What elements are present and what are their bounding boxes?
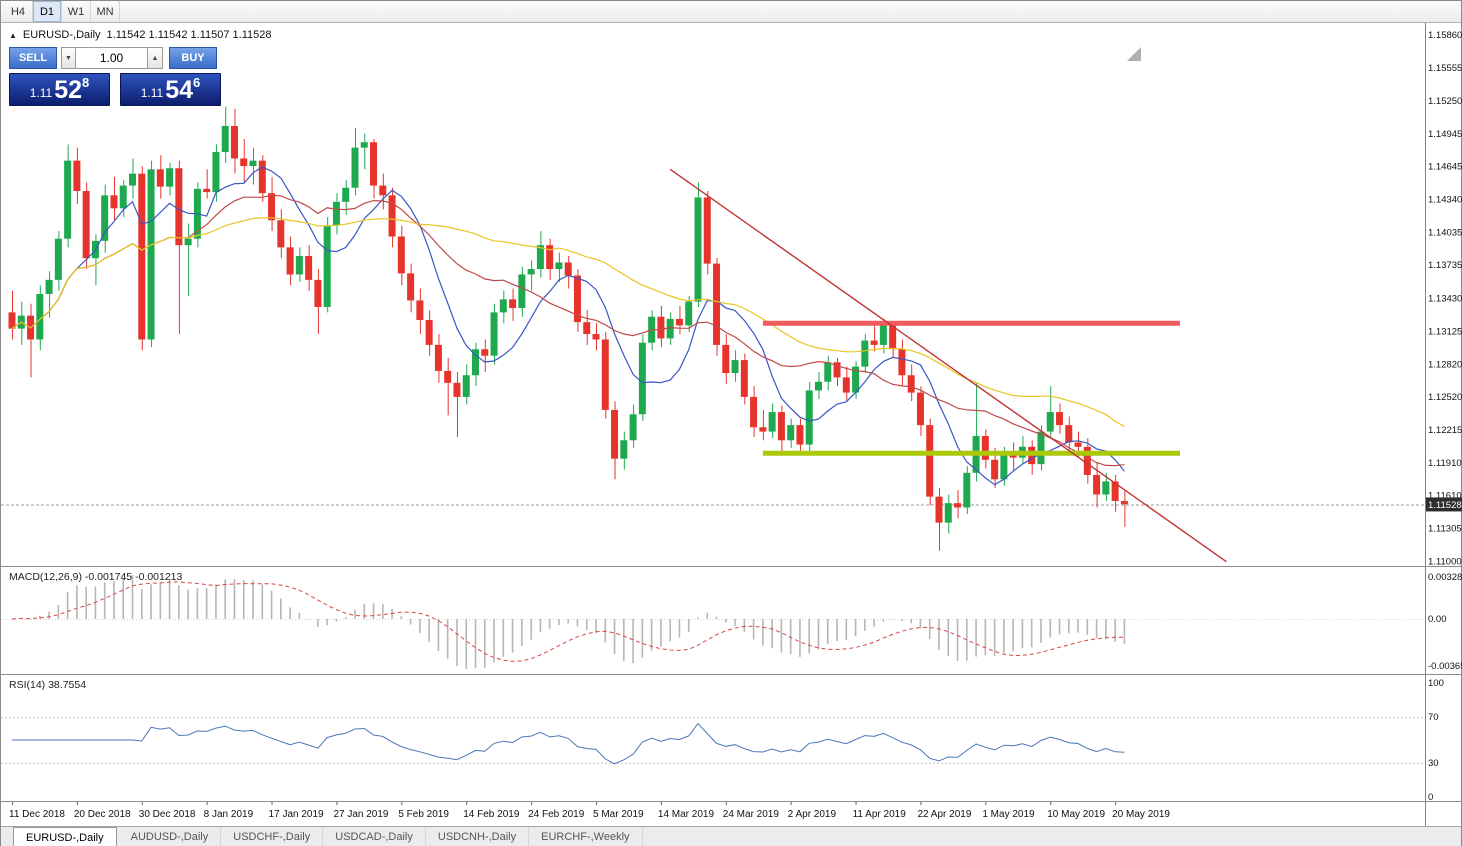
volume-decrease-button[interactable]: ▼: [61, 47, 76, 69]
tab-usdcnh-daily[interactable]: USDCNH-,Daily: [426, 827, 530, 846]
svg-text:0: 0: [1428, 792, 1433, 801]
svg-text:5 Mar 2019: 5 Mar 2019: [593, 809, 644, 820]
collapse-icon[interactable]: ▲: [9, 31, 17, 40]
svg-text:11 Apr 2019: 11 Apr 2019: [853, 809, 907, 820]
svg-text:1.11610: 1.11610: [1428, 491, 1462, 502]
tab-eurusd-daily[interactable]: EURUSD-,Daily: [13, 827, 117, 846]
main-chart-canvas[interactable]: 1.15860 1.15555 1.15250 1.14945 1.14645 1.143…: [1, 23, 1462, 566]
svg-text:24 Feb 2019: 24 Feb 2019: [528, 809, 585, 820]
main-chart-panel: 1.15860 1.15555 1.15250 1.14945 1.14645 1.143…: [1, 23, 1462, 566]
tab-usdchf-daily[interactable]: USDCHF-,Daily: [221, 827, 324, 846]
macd-signal-line: [11, 581, 1125, 662]
sell-price-point: 8: [82, 75, 90, 90]
macd-panel: 0.003287 0.00 -0.003651 MACD(12,26,9) -0.0…: [1, 566, 1462, 674]
volume-input[interactable]: [76, 47, 148, 69]
buy-quote-panel[interactable]: 1.11 54 6: [120, 73, 221, 106]
sell-price-pips: 52: [54, 76, 83, 104]
chart-symbol-label: EURUSD-,Daily: [22, 29, 101, 41]
svg-text:-0.003651: -0.003651: [1428, 661, 1462, 672]
chart-title: ▲ EURUSD-,Daily 1.11542 1.11542 1.11507 …: [9, 29, 272, 41]
svg-text:1.15860: 1.15860: [1428, 30, 1462, 41]
svg-text:1.12215: 1.12215: [1428, 425, 1462, 436]
svg-text:1.11305: 1.11305: [1428, 524, 1462, 535]
timeframe-button-d1[interactable]: D1: [33, 1, 62, 22]
svg-text:1.14340: 1.14340: [1428, 195, 1462, 206]
macd-canvas[interactable]: 0.003287 0.00 -0.003651: [1, 567, 1462, 674]
macd-label: MACD(12,26,9) -0.001745 -0.001213: [9, 571, 183, 583]
ma-lines: [11, 166, 1125, 486]
chart-ohlc-values: 1.11542 1.11542 1.11507 1.11528: [106, 29, 272, 41]
candles-layer: [8, 106, 1128, 551]
one-click-trade-widget: SELL ▼ ▲ BUY 1.11 52 8 1.11 54 6: [9, 47, 231, 106]
svg-text:70: 70: [1428, 712, 1439, 723]
symbol-tabbar: EURUSD-,Daily AUDUSD-,Daily USDCHF-,Daily U…: [1, 826, 1461, 846]
svg-text:20 Dec 2018: 20 Dec 2018: [74, 809, 131, 820]
rsi-canvas[interactable]: 100 70 30 0: [1, 675, 1462, 801]
svg-text:1.11910: 1.11910: [1428, 458, 1462, 469]
svg-text:1.11528: 1.11528: [1428, 500, 1462, 511]
svg-text:5 Feb 2019: 5 Feb 2019: [398, 809, 449, 820]
buy-price-pips: 54: [165, 76, 194, 104]
date-axis[interactable]: 11 Dec 2018 20 Dec 2018 30 Dec 2018 8 Jan 2…: [1, 801, 1461, 826]
svg-text:1.13735: 1.13735: [1428, 260, 1462, 271]
timeframe-button-w1[interactable]: W1: [62, 1, 91, 22]
macd-histogram: [11, 575, 1126, 669]
tab-audusd-daily[interactable]: AUDUSD-,Daily: [119, 827, 222, 846]
svg-text:1.12820: 1.12820: [1428, 359, 1462, 370]
macd-axis[interactable]: 0.003287 0.00 -0.003651: [1428, 572, 1462, 672]
svg-text:27 Jan 2019: 27 Jan 2019: [333, 809, 388, 820]
svg-text:10 May 2019: 10 May 2019: [1047, 809, 1105, 820]
bid-price-badge: 1.11528: [1426, 497, 1462, 512]
svg-text:30: 30: [1428, 758, 1439, 769]
chart-shift-marker[interactable]: [1127, 47, 1141, 61]
svg-text:20 May 2019: 20 May 2019: [1112, 809, 1170, 820]
price-axis[interactable]: 1.15860 1.15555 1.15250 1.14945 1.14645 1.143…: [1428, 30, 1462, 566]
svg-text:11 Dec 2018: 11 Dec 2018: [9, 809, 65, 820]
svg-text:17 Jan 2019: 17 Jan 2019: [269, 809, 324, 820]
rsi-levels: [1, 717, 1425, 764]
timeframe-button-h4[interactable]: H4: [4, 1, 33, 22]
date-labels: 11 Dec 2018 20 Dec 2018 30 Dec 2018 8 Jan 2…: [9, 802, 1170, 820]
svg-text:1.14945: 1.14945: [1428, 129, 1462, 140]
trendline[interactable]: [669, 168, 1227, 563]
svg-text:1.11000: 1.11000: [1428, 557, 1462, 566]
rsi-line: [12, 722, 1125, 765]
svg-text:1.13125: 1.13125: [1428, 326, 1462, 337]
buy-price-prefix: 1.11: [140, 86, 164, 101]
timeframe-toolbar: H4 D1 W1 MN: [1, 1, 1461, 23]
sell-quote-panel[interactable]: 1.11 52 8: [9, 73, 110, 106]
tab-usdcad-daily[interactable]: USDCAD-,Daily: [323, 827, 426, 846]
buy-button[interactable]: BUY: [169, 47, 217, 69]
svg-text:22 Apr 2019: 22 Apr 2019: [917, 809, 971, 820]
chevron-down-icon: ▼: [65, 54, 72, 62]
svg-text:1.15555: 1.15555: [1428, 63, 1462, 74]
svg-text:14 Mar 2019: 14 Mar 2019: [658, 809, 715, 820]
chevron-up-icon: ▲: [151, 54, 159, 62]
svg-text:8 Jan 2019: 8 Jan 2019: [204, 809, 254, 820]
svg-text:0.00: 0.00: [1428, 614, 1447, 625]
svg-text:1.14645: 1.14645: [1428, 162, 1462, 173]
svg-text:1.12520: 1.12520: [1428, 392, 1462, 403]
rsi-panel: 100 70 30 0 RSI(14) 38.7554: [1, 674, 1461, 801]
svg-text:14 Feb 2019: 14 Feb 2019: [463, 809, 520, 820]
svg-text:24 Mar 2019: 24 Mar 2019: [723, 809, 780, 820]
svg-text:100: 100: [1428, 678, 1444, 689]
svg-text:2 Apr 2019: 2 Apr 2019: [788, 809, 837, 820]
timeframe-button-mn[interactable]: MN: [91, 1, 120, 22]
sell-button[interactable]: SELL: [9, 47, 57, 69]
svg-text:0.003287: 0.003287: [1428, 572, 1462, 583]
svg-text:1.14035: 1.14035: [1428, 228, 1462, 239]
rsi-axis[interactable]: 100 70 30 0: [1428, 678, 1444, 801]
sell-price-prefix: 1.11: [29, 86, 53, 101]
rsi-label: RSI(14) 38.7554: [9, 679, 87, 691]
svg-text:30 Dec 2018: 30 Dec 2018: [139, 809, 196, 820]
svg-text:1 May 2019: 1 May 2019: [982, 809, 1035, 820]
svg-text:1.15250: 1.15250: [1428, 96, 1462, 107]
volume-increase-button[interactable]: ▲: [148, 47, 163, 69]
buy-price-point: 6: [193, 75, 201, 90]
svg-text:1.13430: 1.13430: [1428, 293, 1462, 304]
tab-eurchf-weekly[interactable]: EURCHF-,Weekly: [529, 827, 643, 846]
